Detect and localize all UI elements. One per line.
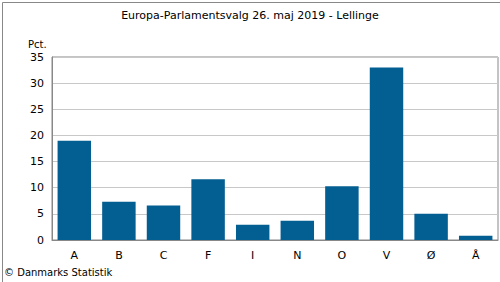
svg-text:30: 30 xyxy=(30,77,44,90)
svg-text:V: V xyxy=(383,249,391,262)
svg-text:© Danmarks Statistik: © Danmarks Statistik xyxy=(4,267,113,278)
svg-text:25: 25 xyxy=(30,103,44,116)
svg-text:B: B xyxy=(115,249,123,262)
svg-text:Pct.: Pct. xyxy=(28,39,47,50)
svg-text:10: 10 xyxy=(30,181,44,194)
svg-text:Ø: Ø xyxy=(427,249,436,262)
svg-text:5: 5 xyxy=(37,207,44,220)
svg-text:C: C xyxy=(160,249,168,262)
svg-text:35: 35 xyxy=(30,51,44,64)
svg-text:15: 15 xyxy=(30,155,44,168)
svg-text:Europa-Parlamentsvalg 26. maj: Europa-Parlamentsvalg 26. maj 2019 - Lel… xyxy=(121,9,379,22)
svg-text:Å: Å xyxy=(472,249,480,262)
svg-text:0: 0 xyxy=(37,234,44,247)
svg-text:F: F xyxy=(205,249,211,262)
svg-text:N: N xyxy=(293,249,301,262)
svg-text:I: I xyxy=(251,249,254,262)
svg-text:20: 20 xyxy=(30,129,44,142)
svg-text:O: O xyxy=(338,249,347,262)
svg-text:A: A xyxy=(71,249,79,262)
